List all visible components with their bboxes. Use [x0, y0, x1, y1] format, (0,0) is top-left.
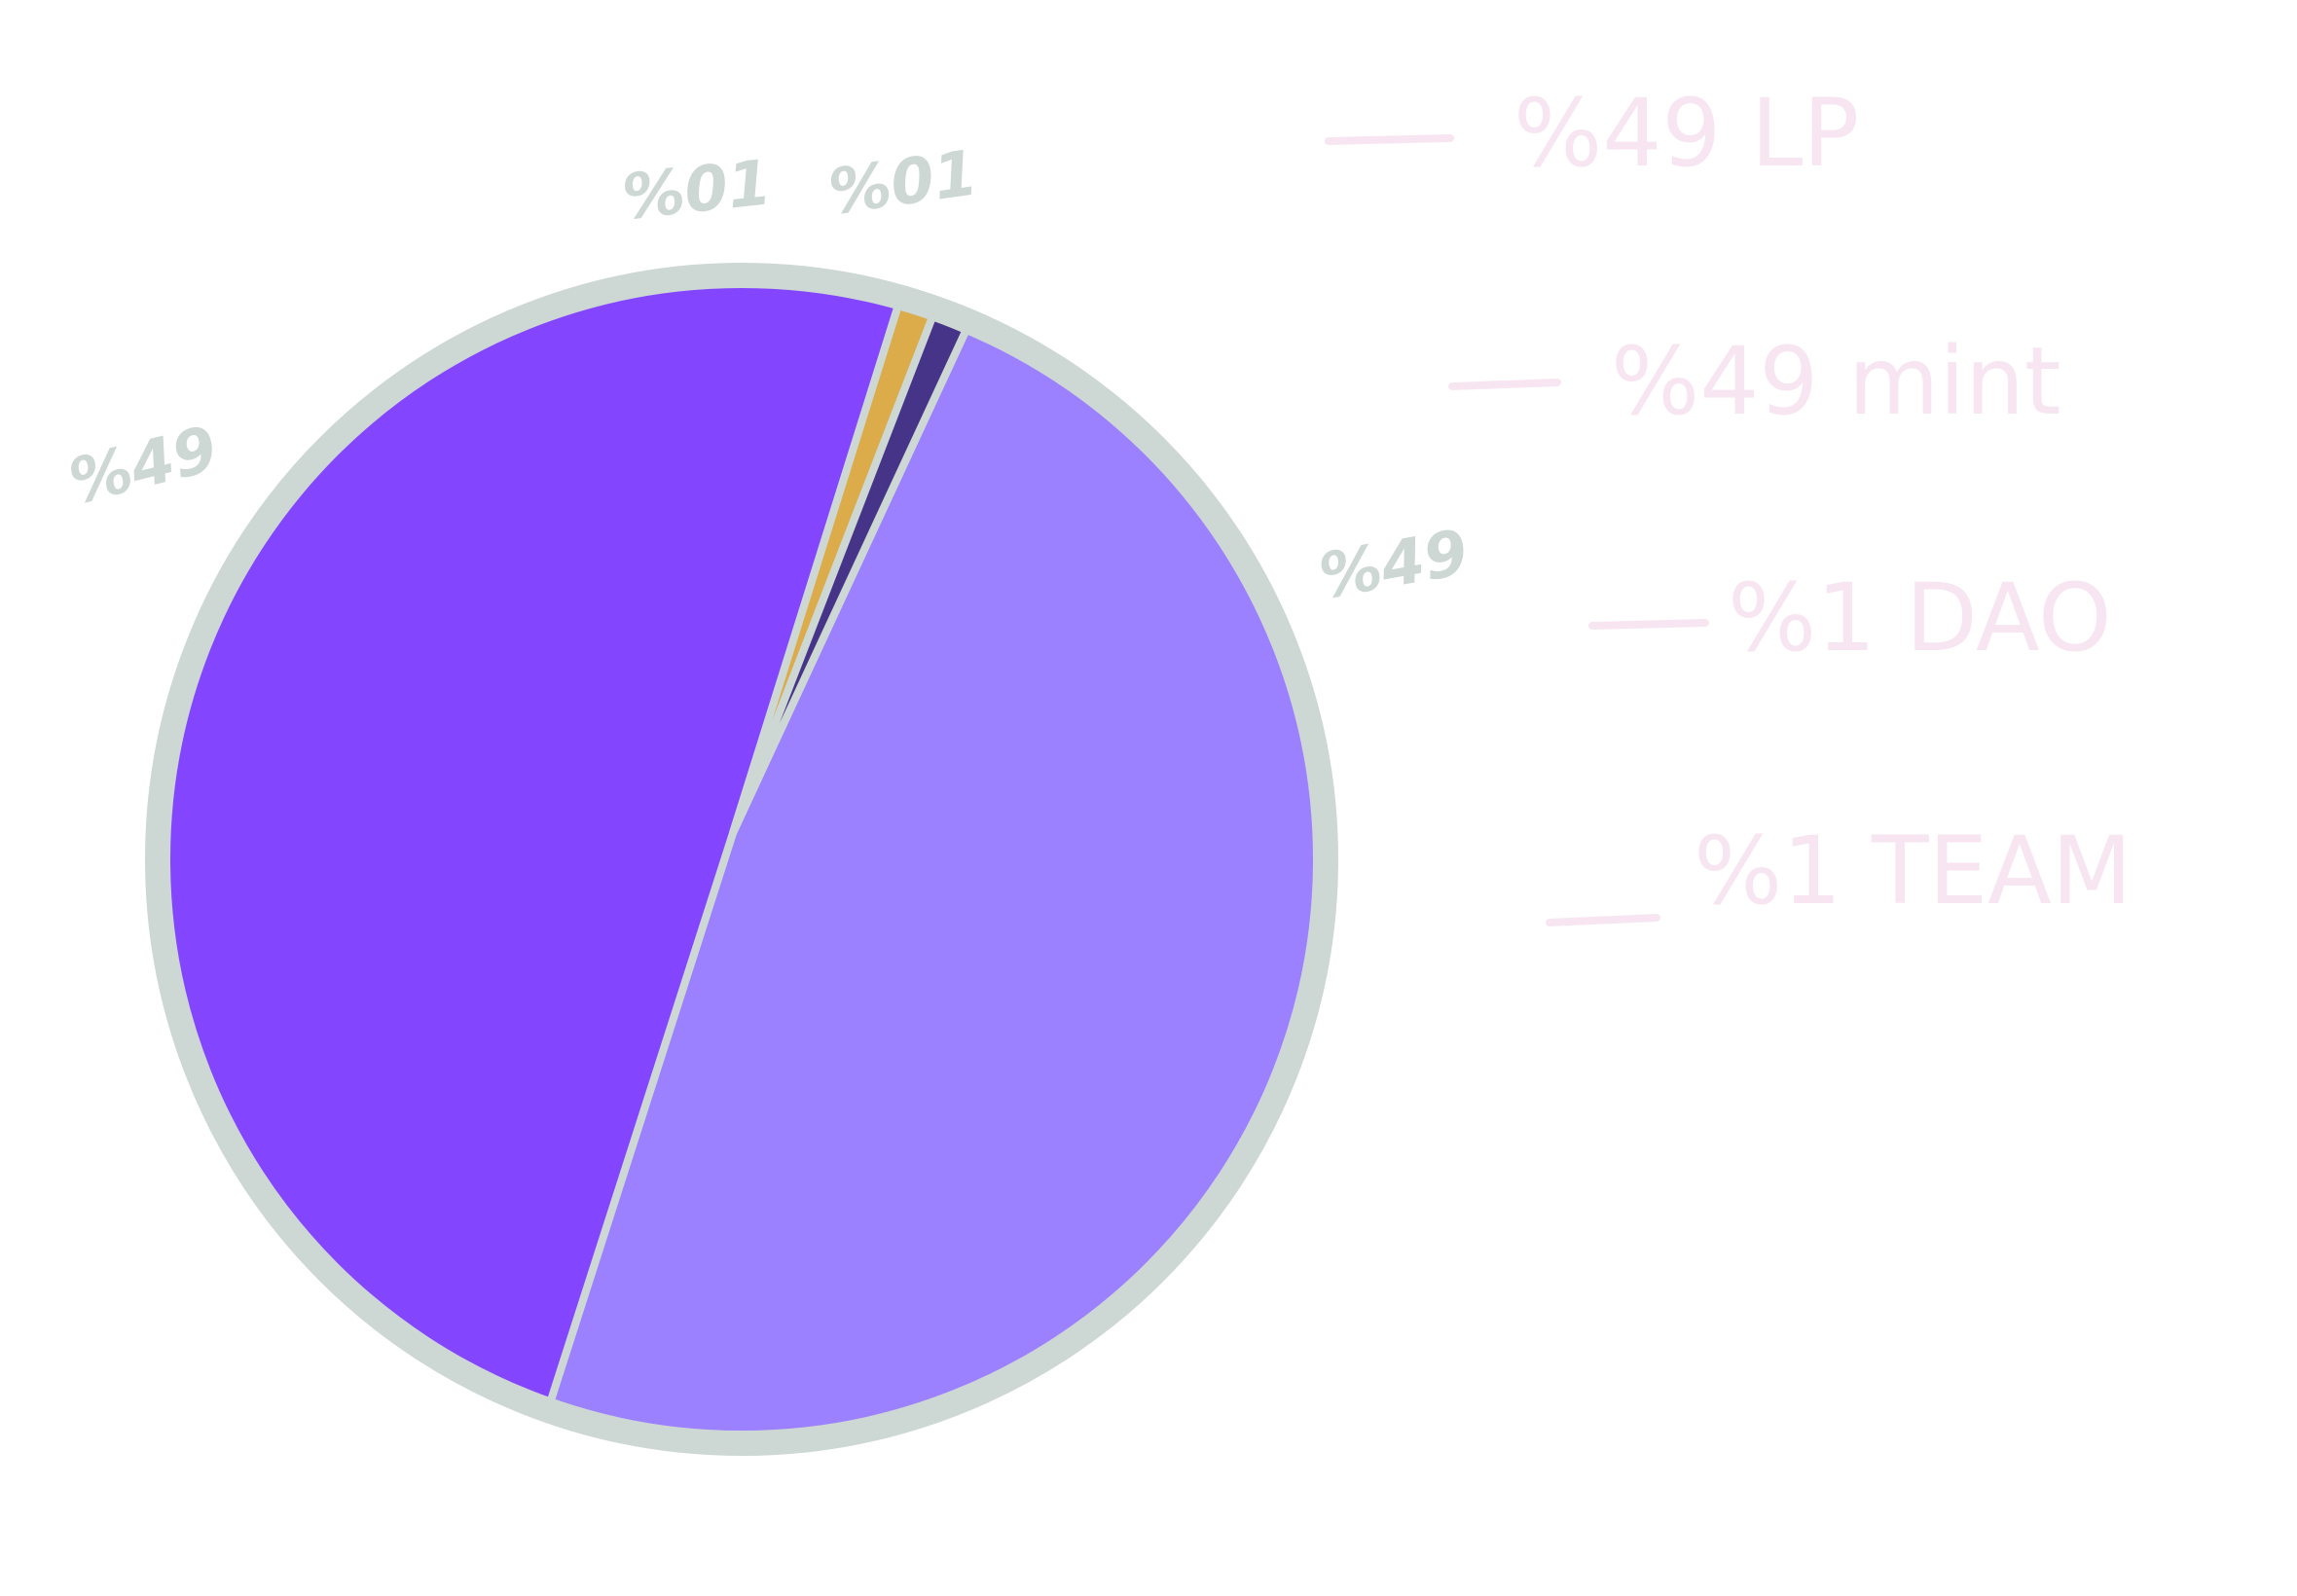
- pct-label-team: %01: [824, 137, 982, 230]
- legend-item-lp: %49 LP: [1513, 79, 1859, 188]
- pct-label-mint: %49: [62, 414, 225, 520]
- legend-dash-2: [1448, 379, 1561, 390]
- legend-item-team: %1 TEAM: [1694, 816, 2133, 925]
- legend-item-mint: %49 mint: [1611, 327, 2061, 436]
- legend-dash-3: [1588, 619, 1709, 630]
- legend-dash-4: [1546, 914, 1660, 926]
- pct-label-dao: %01: [619, 147, 775, 235]
- pie-slices: [156, 272, 1328, 1446]
- pie-outer-ring: [145, 263, 1338, 1456]
- legend-item-dao: %1 DAO: [1728, 563, 2112, 672]
- pct-label-lp: %49: [1314, 517, 1474, 613]
- legend: %49 LP %49 mint %1 DAO %1 TEAM: [1325, 79, 2133, 926]
- legend-dash-1: [1325, 134, 1454, 145]
